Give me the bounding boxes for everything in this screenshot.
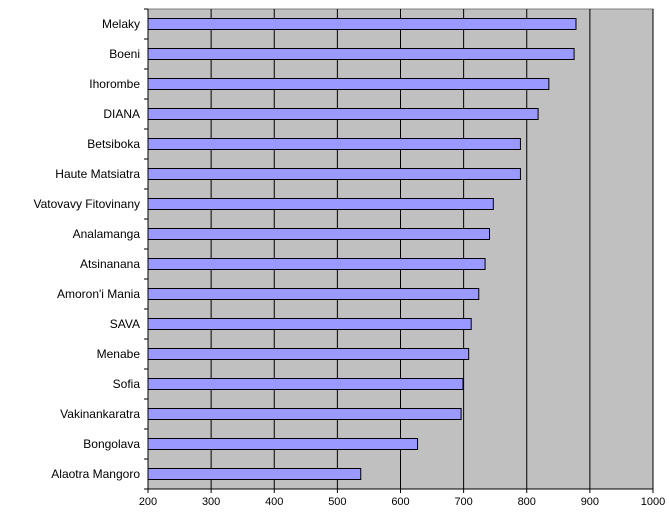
x-tick-label: 400: [265, 496, 283, 508]
axes: [144, 8, 654, 493]
bar-boeni: [147, 48, 575, 60]
bar-diana: [147, 108, 539, 120]
bar-bongolava: [147, 438, 419, 450]
x-tick-label: 600: [391, 496, 409, 508]
bar-vakinankaratra: [147, 408, 462, 420]
category-label: Amoron'i Mania: [57, 287, 140, 301]
bar-haute-matsiatra: [147, 168, 521, 180]
category-label: Melaky: [102, 17, 140, 31]
bar-ihorombe: [147, 78, 550, 90]
bar-amoron-i-mania: [147, 288, 480, 300]
category-label: Bongolava: [83, 437, 140, 451]
category-label: Vakinankaratra: [60, 407, 140, 421]
category-labels: Melaky Boeni Ihorombe DIANA Betsiboka Haute M…: [34, 17, 141, 481]
category-label: Haute Matsiatra: [55, 167, 140, 181]
bar-sofia: [147, 378, 464, 390]
x-tick-label: 1000: [641, 496, 665, 508]
category-label: Menabe: [97, 347, 141, 361]
bar-melaky: [147, 18, 577, 30]
category-label: Analamanga: [73, 227, 141, 241]
bar-analamanga: [147, 228, 491, 240]
category-label: SAVA: [110, 317, 140, 331]
bar-menabe: [147, 348, 470, 360]
bar-sava: [147, 318, 472, 330]
x-tick-label: 200: [139, 496, 157, 508]
category-label: Ihorombe: [89, 77, 140, 91]
x-tick-label: 500: [328, 496, 346, 508]
bar-betsiboka: [147, 138, 521, 150]
x-tick-label: 300: [202, 496, 220, 508]
category-label: Vatovavy Fitovinany: [34, 197, 141, 211]
x-tick-labels: 200 300 400 500 600 700 800 900 1000: [139, 496, 665, 508]
category-label: Boeni: [109, 47, 140, 61]
category-label: Alaotra Mangoro: [51, 467, 140, 481]
category-label: Betsiboka: [87, 137, 140, 151]
category-label: Sofia: [113, 377, 141, 391]
x-tick-label: 700: [454, 496, 472, 508]
x-tick-label: 800: [518, 496, 536, 508]
bar-vatovavy-fitovinany: [147, 198, 494, 210]
bar-alaotra-mangoro: [147, 468, 362, 480]
category-label: Atsinanana: [80, 257, 140, 271]
category-label: DIANA: [103, 107, 140, 121]
bar-atsinanana: [147, 258, 486, 270]
x-tick-label: 900: [581, 496, 599, 508]
